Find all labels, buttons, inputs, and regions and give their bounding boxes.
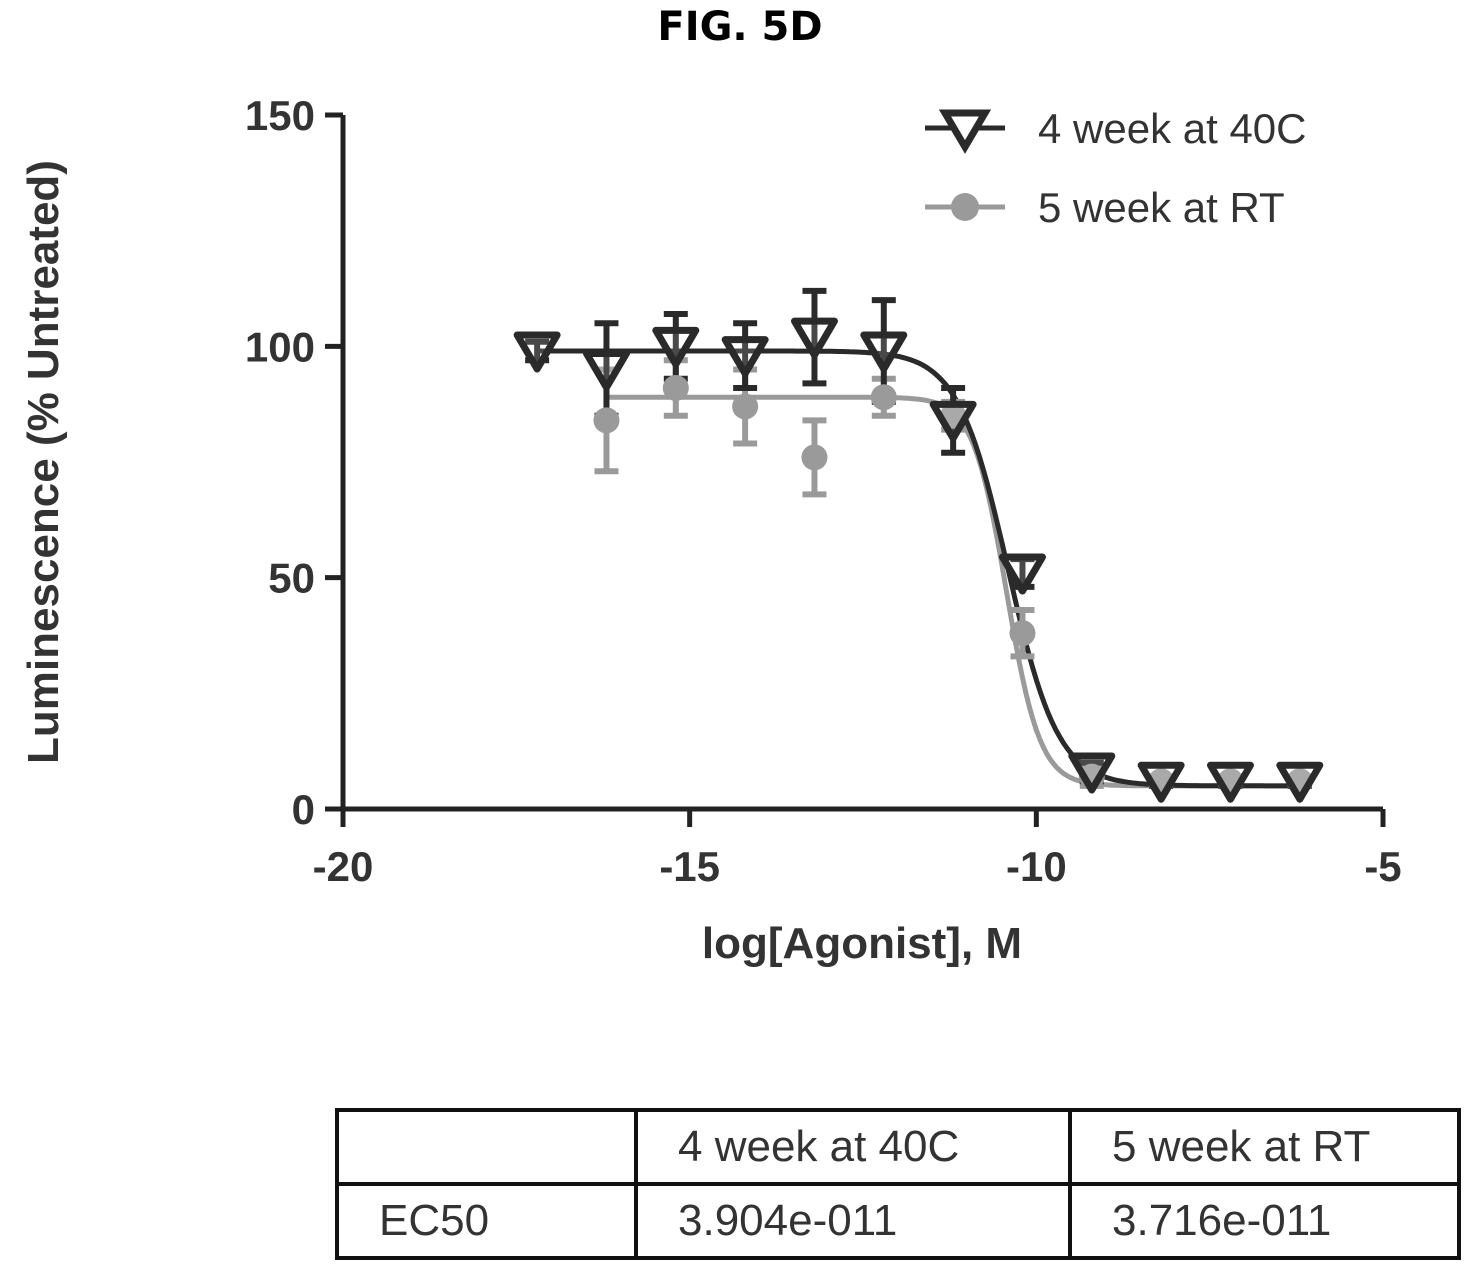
data-point <box>662 374 689 401</box>
data-point <box>1068 752 1116 794</box>
figure-title: FIG. 5D <box>657 4 823 50</box>
table-cell: 3.904e-011 <box>634 1182 1072 1260</box>
data-point <box>929 400 977 442</box>
data-point <box>1276 761 1324 803</box>
x-tick-label: -10 <box>1006 843 1067 890</box>
data-point <box>1206 761 1254 803</box>
ec50-table: 4 week at 40C 5 week at RT EC50 3.904e-0… <box>335 1108 1461 1260</box>
data-points <box>513 317 1324 803</box>
table-header-cell: 4 week at 40C <box>634 1108 1072 1186</box>
legend-marker-circle <box>951 193 979 221</box>
x-tick-label: -20 <box>313 843 374 890</box>
legend: 4 week at 40C 5 week at RT <box>925 105 1307 231</box>
data-point <box>860 331 908 373</box>
y-tick-label: 0 <box>292 786 315 833</box>
data-point <box>652 326 700 368</box>
data-point <box>998 553 1046 595</box>
table-header-cell <box>335 1108 638 1186</box>
data-point <box>513 331 561 373</box>
x-tick-label: -5 <box>1364 843 1401 890</box>
table-header-cell: 5 week at RT <box>1068 1108 1461 1186</box>
data-point <box>1009 620 1036 647</box>
legend-label-rt: 5 week at RT <box>1038 184 1285 231</box>
table-header-row: 4 week at 40C 5 week at RT <box>335 1108 1461 1186</box>
fit-curves <box>537 348 1300 789</box>
axis-ticks: -20 -15 -10 -5 0 50 100 150 <box>245 92 1402 890</box>
data-point <box>732 393 759 420</box>
data-point <box>582 349 630 391</box>
table-row: EC50 3.904e-011 3.716e-011 <box>335 1182 1461 1260</box>
data-point <box>1137 761 1185 803</box>
legend-marker-triangle <box>938 109 992 154</box>
axes <box>340 115 1383 812</box>
x-axis-label: log[Agonist], M <box>702 919 1022 968</box>
y-tick-label: 50 <box>268 555 315 602</box>
y-tick-label: 150 <box>245 92 315 139</box>
legend-item-40c: 4 week at 40C <box>925 105 1307 154</box>
table-cell: 3.716e-011 <box>1068 1182 1461 1260</box>
y-axis-label: Luminescence (% Untreated) <box>19 160 68 764</box>
legend-label-40c: 4 week at 40C <box>1038 105 1307 152</box>
data-point <box>721 336 769 378</box>
legend-item-rt: 5 week at RT <box>925 184 1285 231</box>
y-tick-label: 100 <box>245 323 315 370</box>
data-point <box>870 384 897 411</box>
dose-response-chart: -20 -15 -10 -5 0 50 100 150 log[Agonist], M Lum… <box>19 92 1402 968</box>
table-cell: EC50 <box>335 1182 638 1260</box>
x-tick-label: -15 <box>659 843 720 890</box>
data-point <box>790 317 838 359</box>
data-point <box>593 407 620 434</box>
fit-curve <box>537 348 1300 789</box>
data-point <box>801 444 828 471</box>
